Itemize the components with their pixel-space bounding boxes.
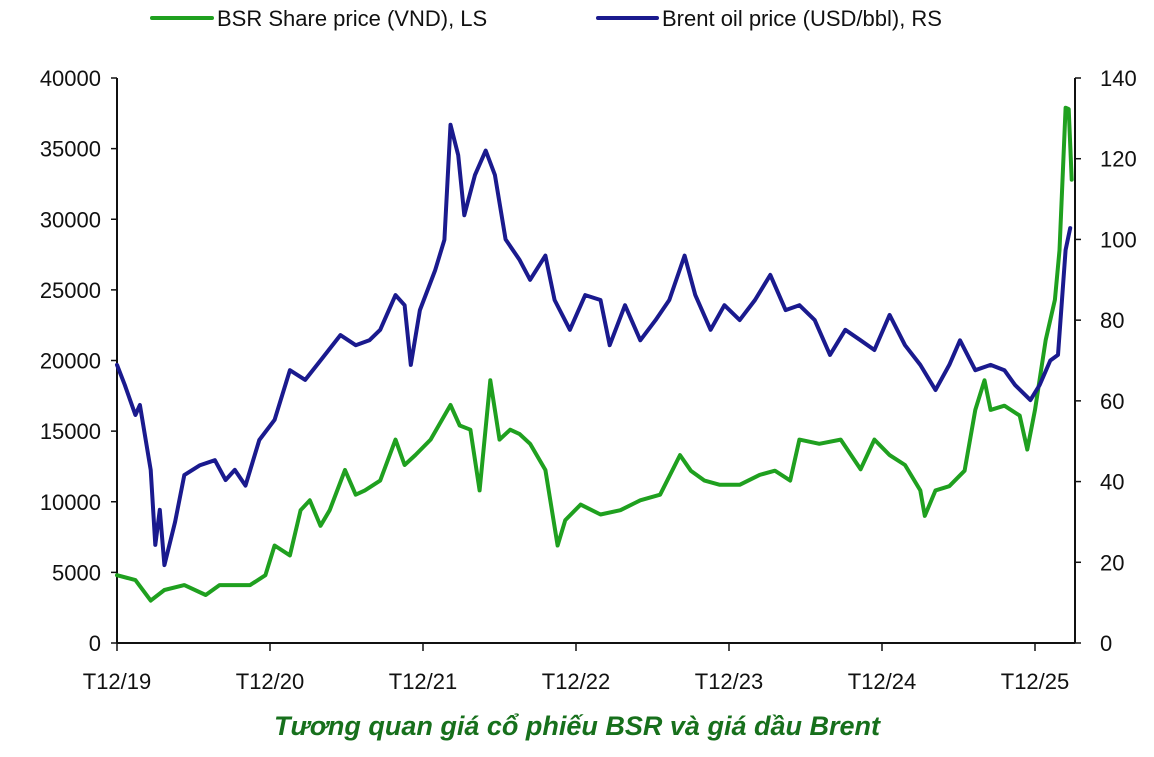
- y-right-tick-label: 20: [1100, 550, 1124, 575]
- y-left-tick-label: 35000: [40, 137, 101, 162]
- y-left-tick-label: 10000: [40, 490, 101, 515]
- y-left-tick-label: 5000: [52, 560, 101, 585]
- y-left-tick-label: 0: [89, 631, 101, 656]
- y-right-tick-label: 40: [1100, 470, 1124, 495]
- x-tick-label: T12/21: [389, 669, 458, 694]
- x-tick-label: T12/22: [542, 669, 611, 694]
- y-left-tick-label: 40000: [40, 66, 101, 91]
- axes: 0 5000 10000 15000 20000 25000 30000 35000 40000…: [40, 66, 1137, 694]
- legend-label-bsr: BSR Share price (VND), LS: [217, 6, 487, 31]
- y-right-tick-label: 0: [1100, 631, 1112, 656]
- series-line-bsr-share-price: [115, 105, 1074, 603]
- x-tick-label: T12/25: [1001, 669, 1070, 694]
- series-group: [115, 105, 1074, 603]
- y-left-tick-label: 20000: [40, 349, 101, 374]
- x-tick-label: T12/19: [83, 669, 152, 694]
- y-right-tick-label: 140: [1100, 66, 1137, 91]
- x-tick-label: T12/23: [695, 669, 764, 694]
- y-right-tick-label: 100: [1100, 227, 1137, 252]
- y-left-tick-label: 30000: [40, 207, 101, 232]
- x-tick-label: T12/24: [848, 669, 917, 694]
- y-left-tick-label: 15000: [40, 419, 101, 444]
- y-left-tick-label: 25000: [40, 278, 101, 303]
- x-tick-label: T12/20: [236, 669, 305, 694]
- legend: BSR Share price (VND), LS Brent oil pric…: [150, 6, 942, 31]
- series-line-brent-oil-price: [115, 122, 1073, 568]
- y-right-tick-label: 120: [1100, 147, 1137, 172]
- chart-title: Tương quan giá cổ phiếu BSR và giá dầu B…: [274, 711, 881, 741]
- legend-label-brent: Brent oil price (USD/bbl), RS: [662, 6, 942, 31]
- y-right-tick-label: 80: [1100, 308, 1124, 333]
- y-right-tick-label: 60: [1100, 389, 1124, 414]
